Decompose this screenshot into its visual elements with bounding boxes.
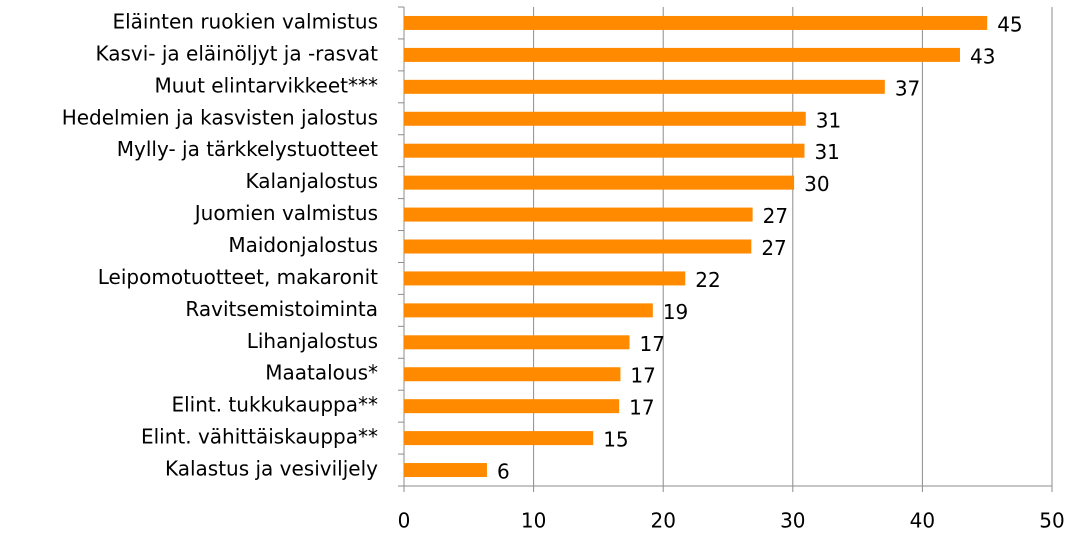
x-tick-label: 10 xyxy=(521,509,546,533)
bar xyxy=(404,335,630,350)
bar xyxy=(404,303,653,318)
bar xyxy=(404,431,594,446)
x-tick-label: 20 xyxy=(650,509,675,533)
value-label: 15 xyxy=(603,428,628,452)
value-label: 22 xyxy=(695,268,720,292)
y-tick-label: Juomien valmistus xyxy=(193,201,378,225)
y-tick-label: Lihanjalostus xyxy=(247,329,378,353)
value-label: 45 xyxy=(997,12,1022,36)
y-tick-label: Maatalous* xyxy=(265,361,378,385)
y-tick-label: Muut elintarvikkeet*** xyxy=(154,73,378,97)
value-label: 17 xyxy=(629,396,654,420)
bar xyxy=(404,47,960,62)
value-label: 27 xyxy=(763,204,788,228)
value-label: 31 xyxy=(814,140,839,164)
y-tick-label: Eläinten ruokien valmistus xyxy=(112,9,378,33)
y-tick-label: Elint. vähittäiskauppa** xyxy=(141,425,378,449)
value-label: 31 xyxy=(816,108,841,132)
bar xyxy=(404,111,806,126)
x-tick-label: 40 xyxy=(910,509,935,533)
x-tick-label: 30 xyxy=(780,509,805,533)
value-label: 19 xyxy=(663,300,688,324)
bar xyxy=(404,175,795,190)
bar xyxy=(404,15,988,30)
y-tick-label: Kalastus ja vesiviljely xyxy=(165,457,378,481)
y-tick-label: Kasvi- ja eläinöljyt ja -rasvat xyxy=(95,41,378,65)
bar xyxy=(404,463,487,478)
bar xyxy=(404,79,885,94)
bar xyxy=(404,399,620,414)
value-label: 6 xyxy=(497,460,510,484)
y-tick-label: Leipomotuotteet, makaronit xyxy=(98,265,378,289)
bar xyxy=(404,239,752,254)
value-label: 17 xyxy=(630,364,655,388)
value-label: 27 xyxy=(761,236,786,260)
bar xyxy=(404,143,805,158)
x-tick-label: 50 xyxy=(1039,509,1064,533)
value-label: 37 xyxy=(895,76,920,100)
value-label: 30 xyxy=(804,172,829,196)
x-tick-label: 0 xyxy=(398,509,411,533)
bar xyxy=(404,367,621,382)
value-label: 43 xyxy=(970,44,995,68)
bar xyxy=(404,207,753,222)
bar xyxy=(404,271,686,286)
y-tick-label: Maidonjalostus xyxy=(228,233,378,257)
y-tick-label: Hedelmien ja kasvisten jalostus xyxy=(62,105,378,129)
y-tick-label: Elint. tukkukauppa** xyxy=(171,393,378,417)
y-tick-label: Ravitsemistoiminta xyxy=(185,297,378,321)
y-tick-label: Kalanjalostus xyxy=(246,169,378,193)
y-tick-label: Mylly- ja tärkkelystuotteet xyxy=(117,137,378,161)
value-label: 17 xyxy=(640,332,665,356)
